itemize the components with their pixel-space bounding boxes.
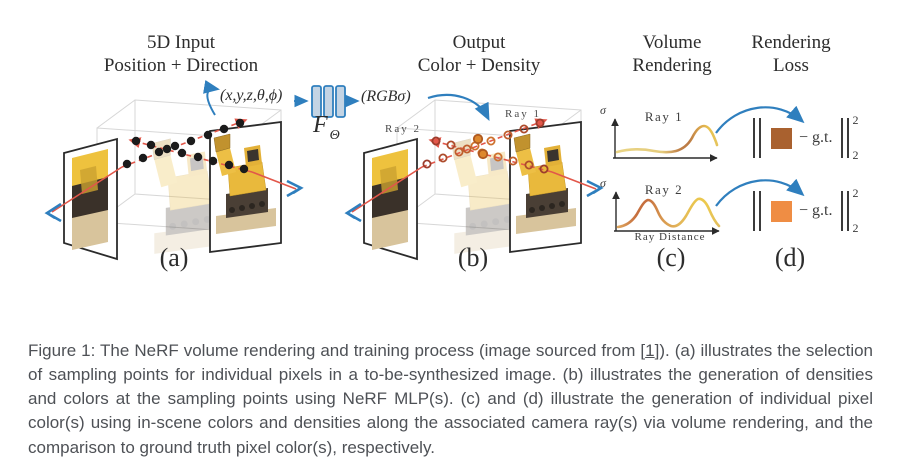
scene-3d	[44, 99, 304, 261]
header-output: Output	[452, 32, 506, 53]
output-tuple-label: (RGBσ)	[361, 88, 411, 105]
rendering-loss-term-1: − g.t. 2 2	[753, 112, 858, 164]
norm-exponents: 2 2	[852, 186, 859, 235]
header-loss: Loss	[773, 55, 809, 76]
norm-bar	[753, 191, 761, 231]
nerf-figure-graphic	[44, 79, 805, 300]
panel-b-sample-rings	[422, 118, 549, 174]
rendering-loss-term-2: − g.t. 2 2	[753, 185, 858, 237]
header-5d-input: 5D Input	[146, 32, 216, 53]
citation-link[interactable]: 1	[645, 341, 655, 360]
predicted-color-swatch	[771, 127, 792, 149]
caption-text-before-link: Figure 1: The NeRF volume rendering and …	[28, 341, 646, 360]
arrow-point-to-input-tuple	[203, 79, 220, 116]
panel-label-a: (a)	[159, 243, 189, 272]
panel-a-sample-points	[122, 118, 249, 174]
plot-ray1	[611, 118, 719, 162]
norm-exponents: 2 2	[852, 113, 859, 162]
plot-ray1-title: Ray 1	[644, 109, 684, 124]
panel-label-b: (b)	[457, 243, 489, 272]
sigma-axis-label: σ	[600, 176, 606, 190]
arrow-ray2-to-loss	[715, 178, 805, 207]
header-volume: Volume	[642, 32, 702, 53]
predicted-color-swatch	[771, 200, 792, 222]
scene-ray2-label: Ray 2	[385, 123, 421, 135]
input-tuple-label: (x,y,z,θ,ϕ)	[220, 87, 283, 104]
camera-icon	[286, 179, 304, 198]
norm-bar	[841, 191, 850, 231]
plot-ray2-title: Ray 2	[644, 182, 684, 197]
sigma-axis-label: σ	[600, 103, 606, 117]
minus-ground-truth: − g.t.	[799, 202, 833, 219]
panel-label-d: (d)	[774, 243, 806, 272]
figure-caption: Figure 1: The NeRF volume rendering and …	[28, 339, 873, 458]
minus-ground-truth: − g.t.	[799, 129, 833, 146]
norm-bar	[753, 118, 761, 158]
mlp-block	[294, 85, 360, 118]
scene-ray1-label: Ray 1	[505, 108, 541, 120]
left-plane-image	[72, 149, 108, 250]
header-rendering: Rendering	[751, 32, 831, 53]
plot-ray2	[612, 191, 721, 235]
arrow-output-to-scene	[427, 93, 490, 121]
norm-bar	[841, 118, 850, 158]
caption-text-after-link: ]). (a) illustrates the selection of sam…	[28, 341, 874, 457]
ray-distance-axis-label: Ray Distance	[634, 231, 706, 243]
camera-icon	[44, 202, 62, 223]
panel-label-c: (c)	[656, 243, 686, 272]
arrow-ray1-to-loss	[715, 105, 805, 134]
header-color-density: Color + Density	[417, 55, 541, 76]
header-volume-rendering: Rendering	[632, 55, 712, 76]
header-position-direction: Position + Direction	[103, 55, 259, 76]
